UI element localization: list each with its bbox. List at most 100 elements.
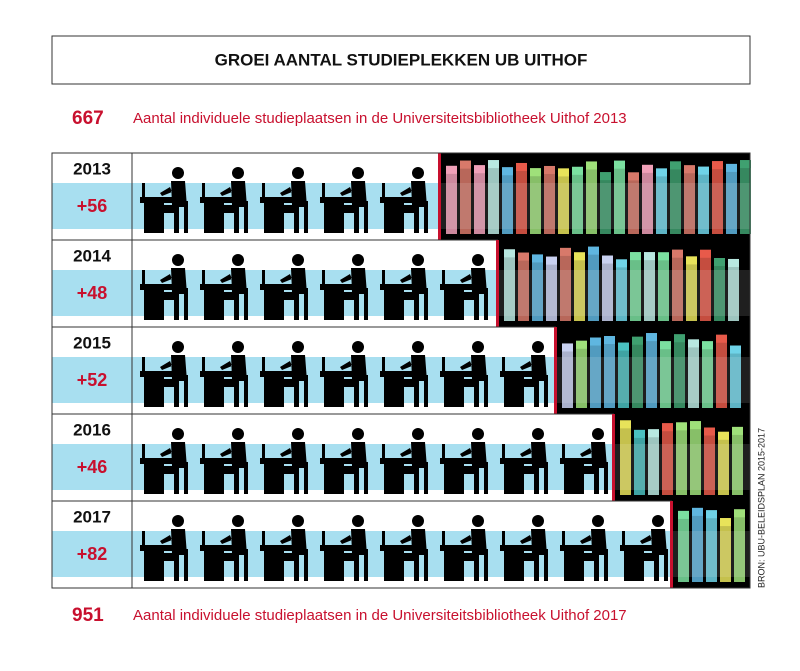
chair [364, 375, 368, 407]
desk [200, 458, 234, 464]
desk-icon [380, 341, 428, 407]
desk-leg [624, 549, 644, 581]
body [460, 268, 487, 320]
desk [620, 545, 654, 551]
book-top [702, 341, 713, 350]
body [460, 355, 487, 407]
desk-icon [200, 515, 248, 581]
book [642, 164, 653, 234]
book-top [562, 343, 573, 352]
book [676, 422, 687, 495]
book-top [674, 334, 685, 343]
monitor [142, 357, 145, 371]
head [352, 515, 364, 527]
book [600, 172, 611, 234]
head [172, 428, 184, 440]
source: BRON: UBU-BELEIDSPLAN 2015-2017 [756, 428, 766, 588]
body [280, 442, 307, 494]
book [656, 168, 667, 234]
red-line [670, 501, 673, 588]
monitor [142, 270, 145, 284]
book-top [726, 163, 737, 172]
book-top [688, 339, 699, 348]
value-label: +56 [77, 196, 108, 216]
red-line [612, 414, 615, 501]
body [340, 442, 367, 494]
chair [364, 201, 368, 233]
book-top [712, 161, 723, 170]
book-top [446, 165, 457, 174]
desk-leg [144, 288, 164, 320]
head [412, 341, 424, 353]
book-top [586, 161, 597, 170]
book [732, 426, 743, 495]
body [580, 529, 607, 581]
book [658, 252, 669, 321]
desk [200, 197, 234, 203]
desk-leg [264, 549, 284, 581]
chair [244, 375, 248, 407]
head [292, 254, 304, 266]
monitor [502, 444, 505, 458]
head [592, 515, 604, 527]
book-top [572, 166, 583, 175]
book [614, 160, 625, 234]
book [644, 252, 655, 321]
head [232, 515, 244, 527]
year-label: 2014 [73, 246, 111, 265]
book [504, 249, 515, 321]
book [446, 165, 457, 234]
desk [140, 545, 174, 551]
monitor [442, 531, 445, 545]
year-label: 2015 [73, 333, 111, 352]
red-line [438, 153, 441, 240]
book-top [698, 166, 709, 175]
desk-leg [264, 375, 284, 407]
row: 2013 +56 [52, 152, 751, 240]
desk [200, 284, 234, 290]
book [544, 165, 555, 234]
desk-icon [200, 341, 248, 407]
desk [440, 284, 474, 290]
desk-leg [504, 375, 524, 407]
desk-leg [204, 288, 224, 320]
book-top [530, 168, 541, 177]
book-top [616, 259, 627, 268]
body [520, 355, 547, 407]
row: 2017 +82 [52, 500, 750, 588]
book-top [532, 254, 543, 263]
head [292, 341, 304, 353]
chair [544, 549, 548, 581]
book [630, 252, 641, 321]
monitor [442, 444, 445, 458]
desk-leg [324, 462, 344, 494]
desk-icon [260, 254, 308, 320]
book [620, 420, 631, 495]
book-band [498, 270, 750, 316]
book [674, 334, 685, 408]
book [740, 160, 751, 234]
desk-icon [140, 167, 188, 233]
desk-icon [560, 428, 608, 494]
chair [244, 201, 248, 233]
head [172, 167, 184, 179]
head [472, 341, 484, 353]
desk [560, 458, 594, 464]
body [280, 268, 307, 320]
book-top [676, 422, 687, 431]
book-top [686, 256, 697, 265]
year-label: 2017 [73, 507, 111, 526]
chair [544, 462, 548, 494]
desk-leg [324, 201, 344, 233]
book [662, 423, 673, 495]
book [706, 510, 717, 582]
desk [380, 545, 414, 551]
book-top [670, 161, 681, 170]
book-top [558, 168, 569, 177]
head [292, 515, 304, 527]
chair [364, 549, 368, 581]
monitor [142, 444, 145, 458]
monitor [382, 531, 385, 545]
book-top [628, 172, 639, 181]
